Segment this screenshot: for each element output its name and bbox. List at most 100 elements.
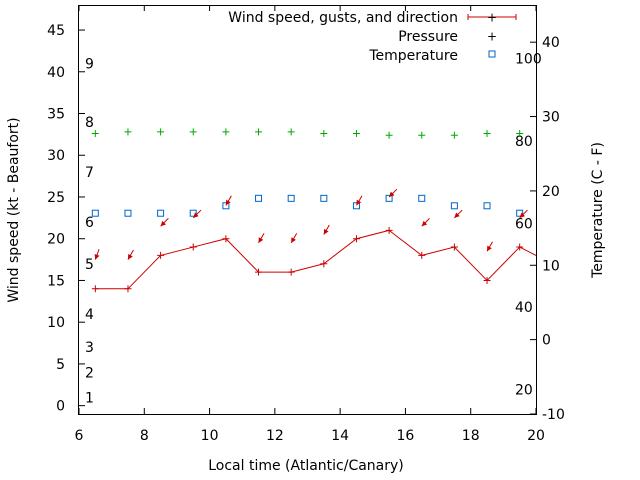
wind-speed-point <box>483 276 491 284</box>
pressure-point <box>352 130 360 138</box>
x-tick-label: 18 <box>462 428 480 444</box>
temperature-point <box>255 194 263 202</box>
temperature-point <box>385 194 393 202</box>
y-tick-label: 40 <box>47 65 65 81</box>
wind-direction-arrowhead <box>487 245 492 252</box>
x-tick-label: 20 <box>527 428 545 444</box>
wind-direction-arrowhead <box>519 212 526 218</box>
y2-tick-label: 0 <box>542 333 551 349</box>
x-tick-label: 6 <box>75 428 84 444</box>
y2-axis-label: Temperature (C - F) <box>590 142 606 279</box>
fahrenheit-label: 40 <box>515 300 533 316</box>
fahrenheit-scale: 20 40 60 80 100 <box>515 52 542 399</box>
beaufort-label: 6 <box>85 215 94 231</box>
temperature-point <box>352 202 360 210</box>
legend-label-temperature: Temperature <box>368 48 458 64</box>
y-tick-label: 15 <box>47 273 65 289</box>
x-axis-label: Local time (Atlantic/Canary) <box>208 458 404 474</box>
temperature-point <box>287 194 295 202</box>
y-tick-label: 20 <box>47 232 65 248</box>
y-tick-label: 35 <box>47 107 65 123</box>
x-tick-label: 8 <box>140 428 149 444</box>
y-tick-label: 10 <box>47 315 65 331</box>
fahrenheit-label: 80 <box>515 134 533 150</box>
pressure-point <box>222 128 230 136</box>
beaufort-label: 8 <box>85 115 94 131</box>
pressure-point <box>287 128 295 136</box>
legend-label-wind: Wind speed, gusts, and direction <box>228 10 458 26</box>
pressure-point <box>450 131 458 139</box>
beaufort-label: 7 <box>85 165 94 181</box>
wind-direction-arrowhead <box>160 220 166 227</box>
temperature-point <box>320 194 328 202</box>
pressure-point <box>255 128 263 136</box>
x-tick-label: 16 <box>397 428 415 444</box>
y-tick-label: 45 <box>47 23 65 39</box>
y2-tick-label: 30 <box>542 110 560 126</box>
x-tick-label: 12 <box>266 428 284 444</box>
pressure-point <box>516 130 524 138</box>
pressure-point <box>483 130 491 138</box>
wind-direction-arrowhead <box>225 199 231 206</box>
beaufort-label: 1 <box>85 390 94 406</box>
pressure-point <box>91 130 99 138</box>
pressure-point <box>189 128 197 136</box>
y2-tick-label: 20 <box>542 184 560 200</box>
wind-speed-point <box>124 285 132 293</box>
beaufort-label: 9 <box>85 56 94 72</box>
legend-swatch-temperature <box>488 50 496 58</box>
y-tick-label: 30 <box>47 148 65 164</box>
wind-direction-arrowhead <box>127 253 133 260</box>
temperature-point <box>516 209 524 217</box>
beaufort-scale: 1 2 3 4 5 6 7 8 9 <box>85 56 94 406</box>
wind-direction-arrowhead <box>389 191 395 197</box>
y-axis-right: -10 0 10 20 30 40 <box>530 35 565 423</box>
legend-label-pressure: Pressure <box>398 29 458 45</box>
pressure-point <box>418 131 426 139</box>
wind-direction-arrowhead <box>323 228 329 235</box>
wind-direction-arrowhead <box>291 237 296 243</box>
y-axis-left: 0 5 10 15 20 25 30 35 40 45 <box>47 23 85 415</box>
temperature-point <box>450 202 458 210</box>
beaufort-label: 3 <box>85 340 94 356</box>
fahrenheit-label: 20 <box>515 382 533 398</box>
beaufort-label: 2 <box>85 365 94 381</box>
wind-speed-point <box>91 285 99 293</box>
temperature-point <box>157 209 165 217</box>
wind-speed-point <box>516 243 524 251</box>
wind-speed-point <box>255 268 263 276</box>
beaufort-label: 5 <box>85 257 94 273</box>
wind-direction-arrowhead <box>258 237 264 243</box>
wind-speed-point <box>157 251 165 259</box>
wind-speed-point <box>385 226 393 234</box>
wind-speed-point <box>450 243 458 251</box>
legend-swatch-pressure: + <box>487 30 497 44</box>
wind-speed-point <box>287 268 295 276</box>
x-tick-label: 10 <box>201 428 219 444</box>
y-tick-label: 5 <box>56 357 65 373</box>
y2-tick-label: 40 <box>542 35 560 51</box>
fahrenheit-label: 100 <box>515 52 542 68</box>
wind-speed-point <box>320 260 328 268</box>
pressure-point <box>157 128 165 136</box>
pressure-point <box>320 130 328 138</box>
plot-series <box>91 128 537 293</box>
wind-speed-point <box>418 251 426 259</box>
wind-direction-arrowhead <box>421 220 428 227</box>
fahrenheit-label: 60 <box>515 217 533 233</box>
y2-tick-label: 10 <box>542 258 560 274</box>
wind-direction-arrowhead <box>193 212 199 218</box>
wind-direction-arrowhead <box>356 199 362 206</box>
plot-frame <box>78 5 537 415</box>
y-tick-label: 25 <box>47 190 65 206</box>
beaufort-label: 4 <box>85 307 94 323</box>
temperature-point <box>483 202 491 210</box>
wind-direction-arrowhead <box>454 212 460 218</box>
temperature-point <box>189 209 197 217</box>
legend: Wind speed, gusts, and direction + Press… <box>228 10 517 64</box>
legend-swatch-wind-marker: + <box>487 11 497 25</box>
pressure-point <box>124 128 132 136</box>
wind-speed-point <box>189 243 197 251</box>
